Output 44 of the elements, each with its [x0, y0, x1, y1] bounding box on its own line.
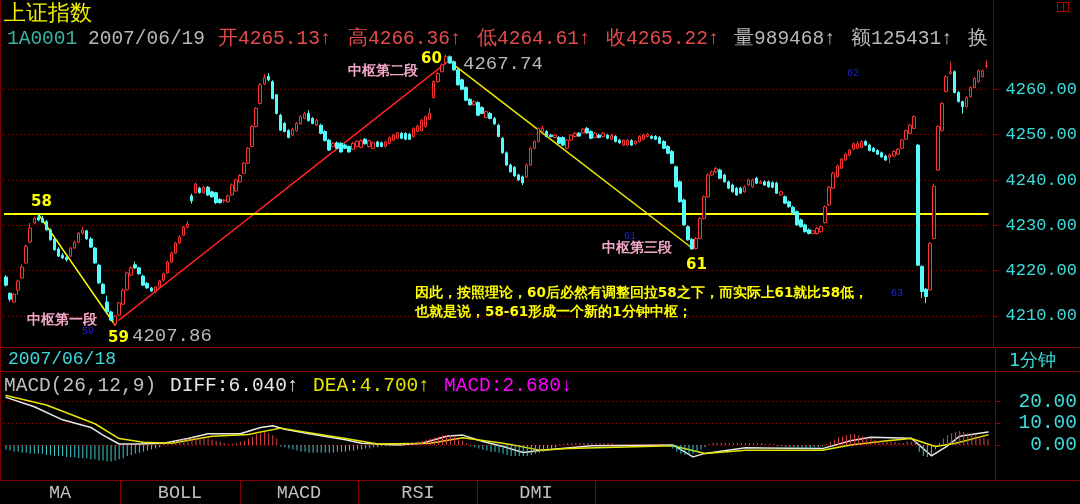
annotation: 59	[108, 327, 129, 346]
annotation: 中枢第三段	[602, 239, 673, 255]
annotation: 60	[421, 48, 442, 67]
annotation: MACD(26,12,9)	[4, 375, 157, 397]
text: MA	[48, 483, 72, 504]
annotation: 1A0001	[7, 28, 78, 50]
text: RSI	[401, 483, 435, 504]
annotation: 因此，按照理论，60后必然有调整回拉58之下，而实际上61就比58低，	[415, 284, 869, 300]
y-tick-label: 4240.00	[1005, 170, 1078, 190]
annotation: 61	[686, 255, 707, 274]
annotation: 开4265.13↑	[218, 28, 332, 50]
y-tick-label: 4250.00	[1005, 125, 1078, 145]
y-tick-label: 4220.00	[1005, 261, 1078, 281]
annotation: 4267.74	[463, 52, 543, 75]
annotation: 收4265.22↑	[606, 28, 720, 50]
text: BOLL	[157, 483, 203, 504]
annotation: 高4266.36↑	[348, 26, 462, 50]
annotation: MACD:2.680↓	[444, 375, 573, 397]
annotation: 量989468↑	[734, 28, 836, 50]
annotation: 也就是说，58-61形成一个新的1分钟中枢；	[414, 303, 692, 319]
y-tick-label: 20.00	[1018, 390, 1077, 413]
annotation: 低4264.61↑	[477, 28, 591, 50]
text: 2007/06/18	[8, 349, 117, 369]
annotation: DEA:4.700↑	[313, 375, 431, 397]
annotation: 62	[847, 67, 860, 79]
text: DMI	[519, 483, 553, 504]
annotation: 63	[891, 287, 904, 299]
annotation: 中枢第一段	[27, 311, 98, 327]
y-tick-label: 4260.00	[1005, 79, 1078, 99]
annotation: 2007/06/19	[88, 28, 206, 50]
annotation: 换	[968, 27, 988, 50]
y-tick-label: 0.00	[1030, 434, 1077, 457]
annotation: 58	[31, 191, 52, 210]
annotation: 额125431↑	[851, 27, 953, 50]
chart-title: 上证指数	[4, 0, 92, 25]
annotation: DIFF:6.040↑	[170, 375, 299, 397]
x-axis-title: 1分钟	[1009, 348, 1057, 370]
y-tick-label: 4230.00	[1005, 215, 1078, 235]
annotation: 4207.86	[132, 324, 212, 347]
y-tick-label: 10.00	[1018, 412, 1077, 435]
annotation: 59	[82, 325, 95, 337]
text: MACD	[276, 483, 322, 504]
y-tick-label: 4210.00	[1005, 306, 1078, 326]
annotation: 中枢第二段	[348, 62, 419, 78]
